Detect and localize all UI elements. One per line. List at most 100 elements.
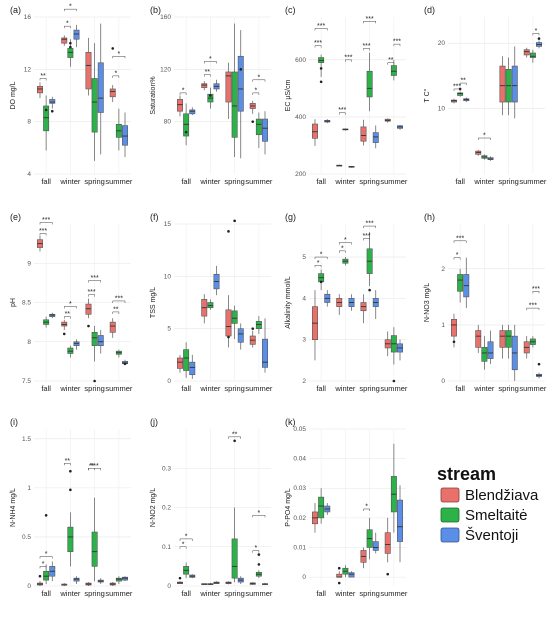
x-tick-label: fall — [181, 589, 191, 598]
x-tick-label: spring — [359, 384, 379, 393]
box-k-spring-0 — [360, 547, 367, 569]
y-tick-label: 0.01 — [293, 544, 306, 551]
significance-bracket — [453, 88, 461, 91]
significance-label: *** — [362, 43, 370, 50]
box-f-summer-1 — [255, 316, 262, 334]
box-i-winter-1 — [67, 512, 74, 567]
outlier-point — [392, 379, 396, 383]
outlier-point — [227, 230, 230, 233]
box-g-summer-1 — [390, 327, 397, 365]
outlier-point — [337, 581, 341, 585]
outlier-point — [233, 219, 236, 223]
box-i-spring-1 — [91, 497, 98, 582]
box-body — [487, 341, 494, 359]
significance-bracket — [63, 306, 77, 309]
box-d-fall-1 — [457, 91, 464, 97]
significance-label: * — [254, 545, 257, 552]
x-tick-label: summer — [105, 177, 133, 186]
x-tick-label: spring — [84, 384, 104, 393]
box-k-spring-1 — [366, 517, 373, 560]
box-body — [231, 310, 238, 324]
box-d-summer-0 — [523, 47, 530, 58]
box-body — [499, 330, 506, 348]
significance-label: * — [365, 503, 368, 510]
box-body — [225, 71, 232, 103]
box-g-spring-1 — [366, 232, 373, 286]
significance-bracket — [203, 61, 217, 64]
x-tick-label: summer — [105, 589, 133, 598]
box-h-spring-0 — [499, 324, 506, 359]
box-body — [43, 570, 50, 581]
box-d-winter-0 — [475, 149, 482, 156]
box-k-winter-1 — [342, 565, 349, 578]
box-f-summer-2 — [262, 318, 268, 373]
significance-bracket — [345, 59, 352, 62]
outlier-point — [69, 488, 72, 492]
x-tick-label: summer — [245, 384, 273, 393]
significance-label: ** — [65, 458, 71, 465]
box-body — [318, 496, 325, 519]
box-e-winter-1 — [67, 345, 74, 358]
x-tick-label: winter — [59, 384, 81, 393]
box-body — [37, 86, 43, 94]
significance-label: ** — [232, 431, 238, 438]
y-tick-label: 10 — [438, 106, 446, 113]
significance-label: *** — [532, 286, 540, 293]
legend-title: stream — [437, 464, 496, 484]
y-tick-label: 0.1 — [162, 544, 171, 551]
x-tick-label: summer — [245, 177, 273, 186]
significance-label: *** — [393, 39, 401, 46]
significance-bracket — [363, 238, 370, 241]
outlier-point — [319, 280, 323, 284]
outlier-point — [184, 130, 188, 134]
box-body — [109, 321, 116, 333]
panel-label: (b) — [150, 5, 161, 15]
panel-label: (f) — [150, 212, 159, 222]
y-tick-label: 0.03 — [293, 485, 306, 492]
significance-bracket — [453, 240, 467, 243]
y-tick-label: 400 — [295, 114, 306, 121]
box-b-winter-1 — [207, 87, 214, 109]
box-body — [91, 78, 98, 133]
outlier-point — [337, 566, 341, 570]
significance-bracket — [88, 280, 102, 283]
box-g-winter-1 — [342, 257, 349, 266]
box-f-fall-0 — [177, 354, 183, 373]
legend-swatch-blendziava — [440, 487, 460, 503]
box-j-winter-0 — [201, 583, 208, 585]
box-body — [231, 538, 238, 579]
significance-label: *** — [362, 233, 370, 240]
box-body — [475, 330, 482, 348]
significance-bracket — [63, 316, 71, 319]
outlier-point — [537, 37, 541, 40]
y-tick-label: 200 — [295, 171, 306, 178]
significance-bracket — [363, 508, 370, 511]
significance-label: ** — [460, 78, 466, 85]
box-i-fall-1 — [43, 564, 50, 585]
box-d-winter-2 — [487, 156, 494, 161]
box-a-spring-2 — [97, 23, 104, 155]
x-tick-label: spring — [224, 177, 244, 186]
box-b-spring-0 — [225, 62, 232, 120]
box-body — [122, 125, 128, 146]
box-b-fall-1 — [183, 103, 190, 146]
box-body — [237, 328, 244, 343]
box-f-winter-1 — [207, 299, 214, 310]
y-tick-label: 120 — [160, 66, 171, 73]
significance-label: * — [341, 245, 344, 252]
box-f-winter-0 — [201, 294, 208, 324]
y-tick-label: 1.5 — [22, 436, 31, 443]
box-body — [523, 49, 530, 56]
significance-bracket — [532, 291, 540, 294]
box-g-fall-2 — [324, 290, 331, 307]
panel-i: 0 0.5 1 1.5 fall winter spring summer (i) N-NH4 m… — [10, 417, 133, 598]
x-tick-label: winter — [199, 177, 221, 186]
y-tick-label: 0 — [302, 574, 306, 581]
significance-label: *** — [87, 289, 95, 296]
box-h-summer-0 — [523, 336, 530, 359]
significance-bracket — [314, 28, 328, 31]
significance-bracket — [179, 546, 187, 549]
box-b-summer-2 — [262, 111, 268, 155]
